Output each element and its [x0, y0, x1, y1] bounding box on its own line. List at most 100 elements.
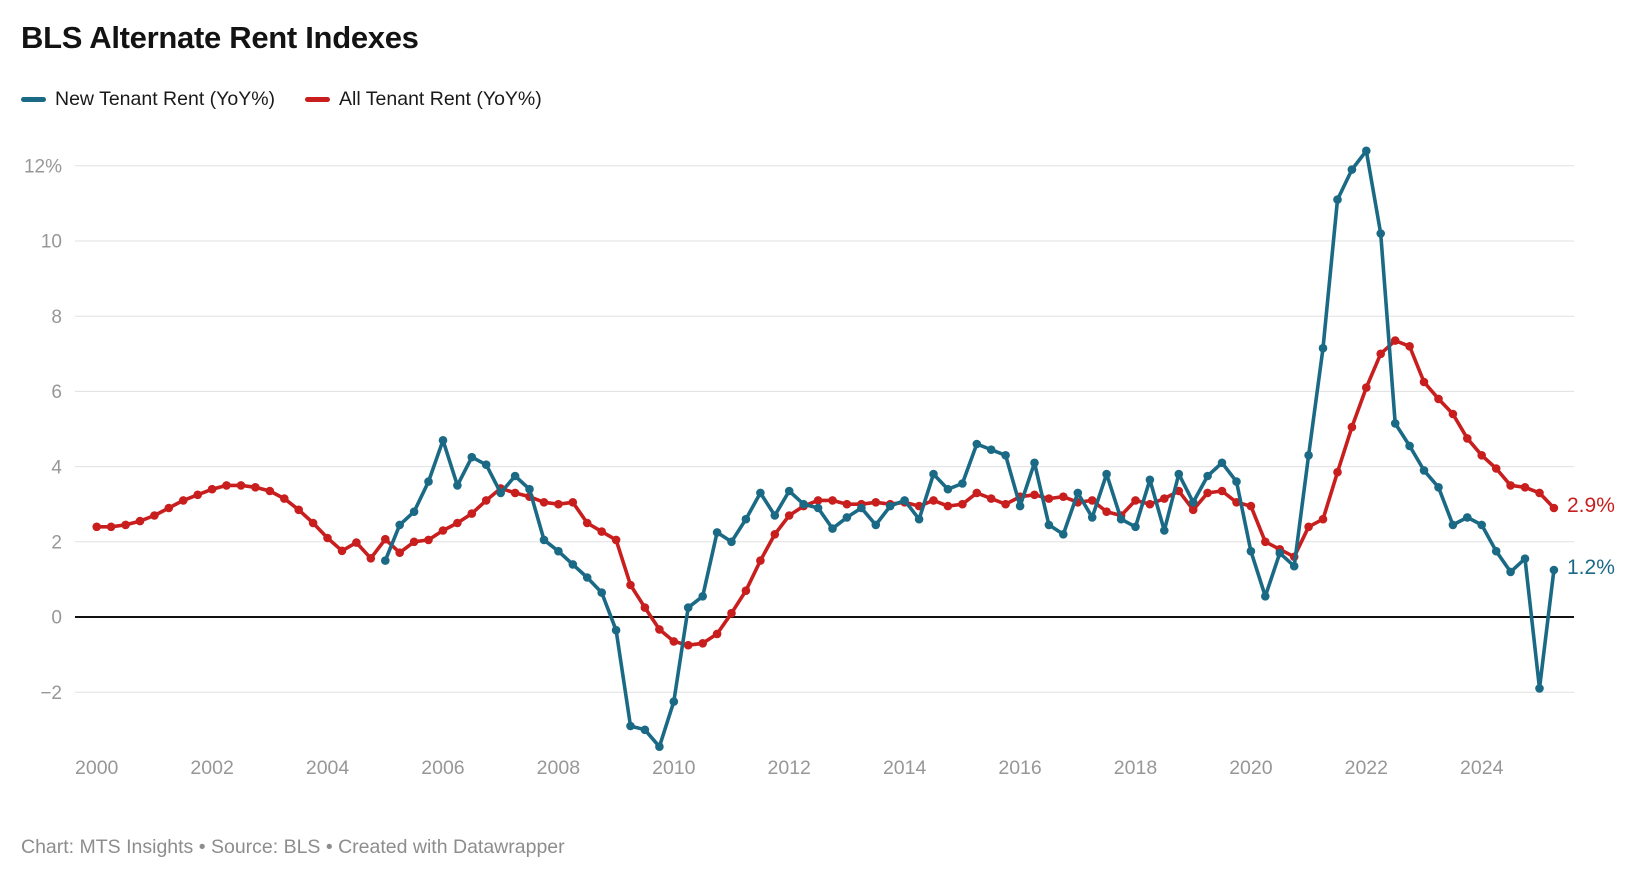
data-point — [1318, 343, 1328, 353]
legend-swatch-new-tenant-icon — [21, 97, 46, 102]
data-point — [207, 484, 217, 494]
data-point — [698, 639, 707, 648]
data-point — [1405, 441, 1414, 451]
data-point — [424, 535, 433, 545]
data-point — [784, 511, 794, 520]
data-point — [438, 436, 448, 445]
y-tick-label: 4 — [51, 457, 62, 478]
data-point — [1001, 499, 1010, 509]
data-point — [799, 499, 808, 509]
data-point — [1073, 488, 1083, 498]
data-point — [496, 488, 506, 498]
data-point — [1477, 451, 1486, 460]
data-point — [871, 498, 881, 507]
data-point — [1275, 548, 1285, 558]
data-point — [1463, 513, 1472, 522]
data-point — [1030, 490, 1039, 500]
data-point — [712, 528, 722, 537]
data-point — [727, 537, 736, 547]
x-tick-label: 2012 — [768, 757, 811, 779]
data-point — [381, 556, 390, 565]
legend-label-all-tenant: All Tenant Rent (YoY%) — [339, 88, 542, 110]
y-tick-label: 10 — [41, 232, 62, 253]
data-point — [1491, 464, 1501, 473]
data-point — [986, 445, 996, 455]
data-point — [914, 514, 924, 524]
data-point — [1549, 503, 1559, 513]
data-point — [1318, 514, 1328, 524]
data-point — [582, 518, 592, 528]
y-tick-label: 6 — [51, 382, 62, 403]
data-point — [1246, 501, 1256, 511]
data-point — [842, 499, 852, 509]
data-point — [352, 538, 361, 547]
data-point — [597, 527, 606, 536]
data-point — [467, 452, 477, 462]
data-point — [756, 556, 765, 565]
y-tick-label: 0 — [51, 608, 62, 629]
data-point — [1405, 342, 1414, 351]
data-point — [280, 494, 289, 503]
data-point — [611, 625, 621, 635]
data-point — [1160, 526, 1169, 535]
data-point — [1506, 567, 1515, 577]
series-all-tenant-rent-yoy- — [92, 336, 1559, 650]
data-point — [857, 503, 866, 513]
data-point — [986, 494, 996, 503]
data-point — [453, 518, 462, 528]
data-point — [1087, 496, 1097, 505]
y-tick-label: −2 — [40, 683, 62, 704]
data-point — [943, 484, 953, 494]
x-tick-label: 2002 — [190, 757, 233, 779]
data-point — [842, 513, 852, 522]
data-point — [1333, 195, 1342, 204]
data-point — [106, 522, 116, 532]
data-point — [409, 507, 419, 516]
data-point — [1131, 496, 1140, 505]
data-point — [236, 481, 246, 490]
series-line — [383, 149, 1556, 749]
data-point — [1448, 520, 1458, 530]
data-point — [1203, 471, 1212, 481]
data-point — [395, 548, 405, 557]
data-point — [626, 721, 635, 731]
data-point — [1304, 522, 1313, 532]
data-point — [1419, 377, 1429, 387]
x-axis-labels: 2000 2002 2004 2006 2008 2010 2012 2014 2016 2018… — [75, 757, 1504, 779]
data-point — [871, 520, 881, 530]
data-point — [1261, 537, 1270, 547]
data-point — [1434, 394, 1443, 404]
data-point — [669, 697, 679, 706]
data-point — [655, 625, 664, 634]
y-tick-label: 2 — [51, 532, 62, 553]
data-point — [640, 725, 650, 735]
data-point — [251, 483, 260, 492]
data-point — [294, 505, 304, 515]
x-tick-label: 2024 — [1460, 757, 1504, 779]
data-point — [943, 501, 953, 511]
data-point — [1376, 349, 1385, 359]
data-point — [669, 637, 679, 646]
data-point — [1246, 546, 1256, 556]
x-tick-label: 2000 — [75, 757, 119, 779]
data-point — [1477, 520, 1486, 530]
data-point — [727, 608, 736, 618]
data-point — [539, 498, 549, 507]
data-point — [164, 503, 174, 513]
data-point — [770, 511, 780, 520]
data-point — [1203, 488, 1212, 498]
y-gridlines — [75, 165, 1574, 693]
x-tick-label: 2022 — [1345, 757, 1388, 779]
data-point — [1491, 546, 1501, 556]
end-label-new-tenant: 1.2% — [1567, 556, 1615, 580]
data-point — [1160, 494, 1169, 503]
data-point — [1362, 146, 1371, 156]
data-point — [568, 560, 578, 569]
data-point — [1102, 469, 1111, 479]
data-point — [698, 592, 707, 601]
data-point — [813, 503, 823, 513]
x-tick-label: 2018 — [1114, 757, 1157, 779]
data-point — [1015, 501, 1025, 511]
data-point — [265, 486, 275, 496]
